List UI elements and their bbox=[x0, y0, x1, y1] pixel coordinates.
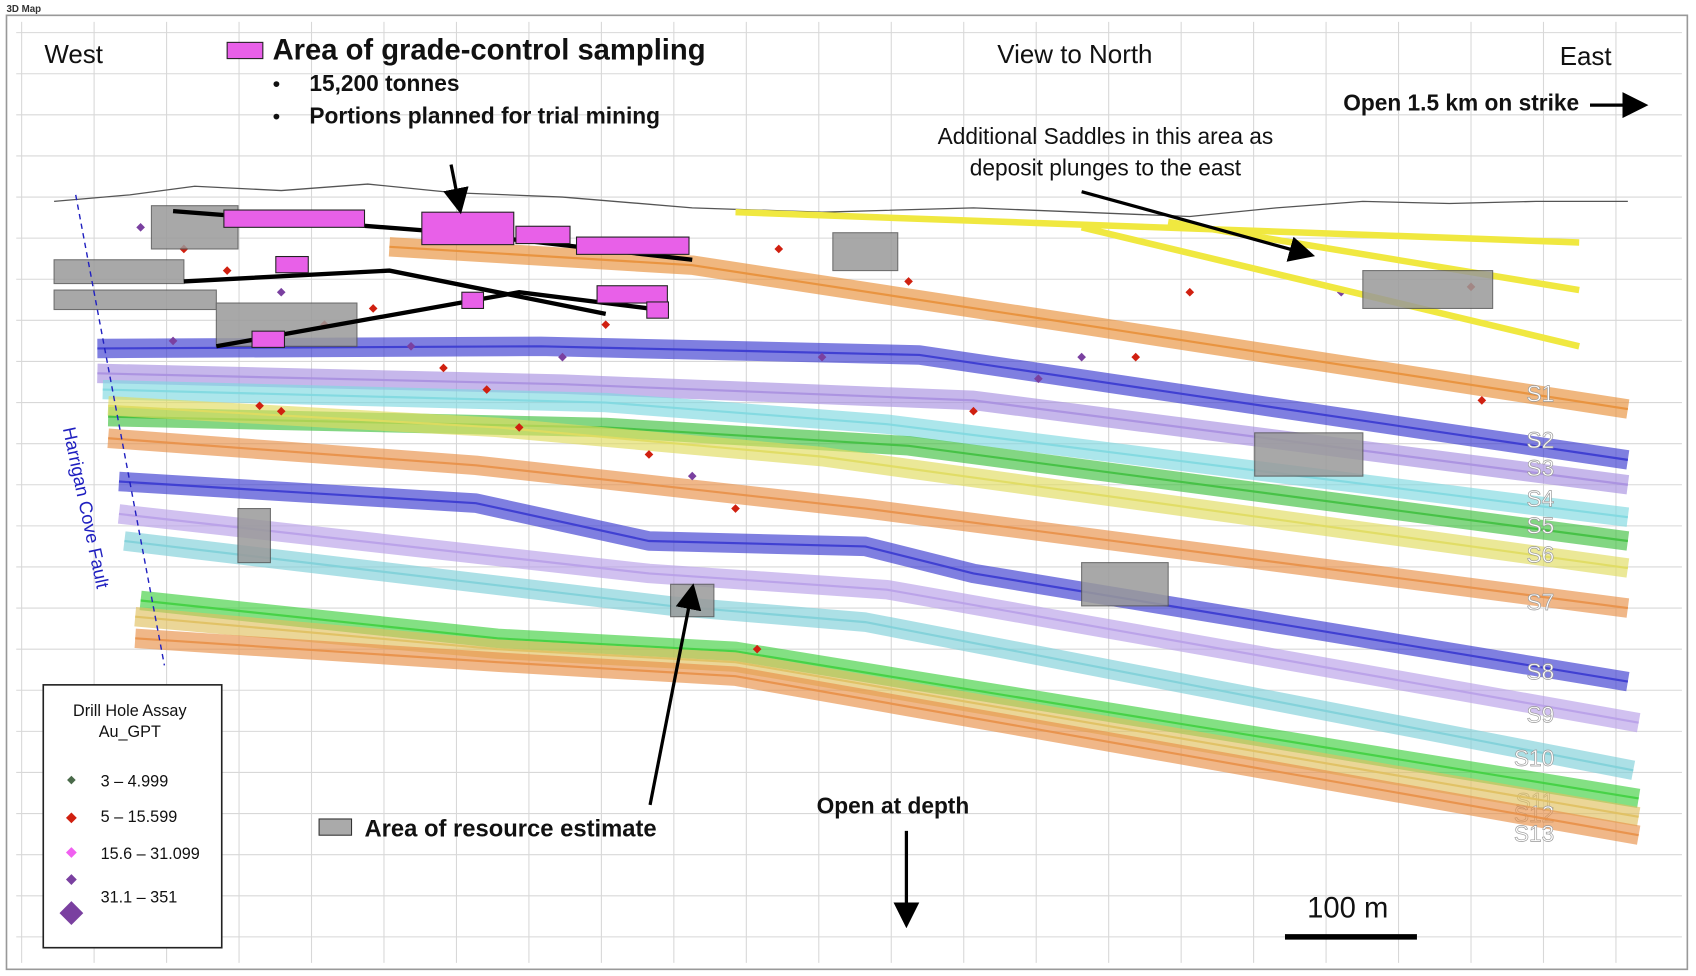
resource-block bbox=[1363, 271, 1493, 309]
seam-label: S2 bbox=[1527, 427, 1555, 453]
grade-control-block bbox=[577, 237, 689, 254]
grade-control-block bbox=[647, 302, 669, 318]
legend: Drill Hole Assay Au_GPT 3 – 4.999 5 – 15… bbox=[43, 685, 221, 948]
resource-block bbox=[54, 290, 216, 309]
view-label: View to North bbox=[997, 41, 1152, 69]
legend-item: 3 – 4.999 bbox=[101, 773, 169, 791]
seam-label: S4 bbox=[1527, 485, 1555, 511]
grade-control-block bbox=[422, 212, 514, 244]
grade-control-block bbox=[276, 257, 308, 273]
seam-label: S6 bbox=[1527, 542, 1555, 568]
seam-label: S7 bbox=[1527, 589, 1555, 615]
resource-block bbox=[1255, 433, 1363, 476]
seam-label: S3 bbox=[1527, 455, 1555, 481]
saddles-note: deposit plunges to the east bbox=[970, 154, 1242, 180]
resource-label: Area of resource estimate bbox=[365, 815, 657, 842]
seam-label: S1 bbox=[1527, 380, 1555, 406]
seam-label: S13 bbox=[1514, 821, 1554, 847]
seam-label: S10 bbox=[1514, 745, 1554, 771]
grade-control-block bbox=[597, 286, 667, 303]
grade-control-block bbox=[252, 331, 284, 347]
legend-title: Au_GPT bbox=[99, 723, 161, 741]
resource-block bbox=[238, 509, 270, 563]
grade-control-block bbox=[462, 292, 484, 308]
resource-legend-swatch bbox=[319, 819, 351, 835]
page: { "window_title": "3D Map", "labels": {"… bbox=[0, 0, 1696, 976]
grade-control-legend-swatch bbox=[227, 42, 263, 58]
bullet: • bbox=[273, 103, 281, 128]
legend-item: 15.6 – 31.099 bbox=[101, 845, 200, 863]
legend-title: Drill Hole Assay bbox=[73, 702, 187, 720]
legend-item: 5 – 15.599 bbox=[101, 808, 178, 826]
resource-block bbox=[54, 260, 184, 284]
map-view: 3D Map S1S2S3S4S5S6S7S8S9S10S11S12S13 bbox=[0, 0, 1696, 976]
saddles-note: Additional Saddles in this area as bbox=[938, 123, 1274, 149]
grade-control-block bbox=[516, 226, 570, 243]
west-label: West bbox=[44, 41, 103, 69]
seam-label: S5 bbox=[1527, 512, 1555, 538]
scale-label: 100 m bbox=[1307, 892, 1388, 924]
legend-item: 31.1 – 351 bbox=[101, 888, 178, 906]
window-title: 3D Map bbox=[6, 4, 41, 15]
resource-block bbox=[833, 233, 898, 271]
open-strike-label: Open 1.5 km on strike bbox=[1343, 90, 1579, 116]
grade-control-title: Area of grade-control sampling bbox=[273, 35, 706, 67]
seam-label: S9 bbox=[1527, 702, 1555, 728]
east-label: East bbox=[1560, 43, 1613, 71]
resource-block bbox=[1082, 563, 1169, 606]
seam-label: S8 bbox=[1527, 658, 1555, 684]
resource-block bbox=[671, 584, 714, 616]
grade-control-bullet: 15,200 tonnes bbox=[309, 70, 459, 96]
bullet: • bbox=[273, 71, 281, 96]
grade-control-block bbox=[224, 210, 365, 227]
open-depth-label: Open at depth bbox=[817, 793, 970, 819]
grade-control-bullet: Portions planned for trial mining bbox=[309, 102, 660, 128]
